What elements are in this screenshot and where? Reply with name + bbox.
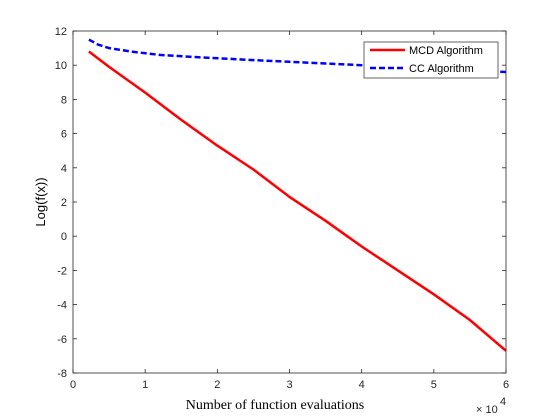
y-tick-label: -8 [57, 368, 67, 380]
x-axis-label: Number of function evaluations [186, 398, 364, 413]
legend-label-cc: CC Algorithm [409, 63, 474, 75]
legend-label-mcd: MCD Algorithm [409, 45, 483, 57]
y-tick-label: 10 [55, 60, 67, 72]
y-tick-label: 0 [61, 231, 67, 243]
legend: MCD Algorithm CC Algorithm [363, 41, 499, 79]
x-tick-label: 0 [70, 379, 76, 391]
x-tick-label: 4 [359, 379, 365, 391]
x-tick-label: 2 [214, 379, 220, 391]
x-multiplier-exponent: 4 [500, 396, 506, 408]
x-tick-label: 5 [431, 379, 437, 391]
y-axis-label: Log(f(x)) [33, 177, 48, 226]
legend-box [363, 41, 499, 79]
y-tick-label: 4 [61, 163, 67, 175]
y-tick-label: 8 [61, 94, 67, 106]
y-tick-label: -4 [57, 300, 67, 312]
x-tick-label: 1 [142, 379, 148, 391]
y-tick-label: -2 [57, 265, 67, 277]
y-tick-label: 2 [61, 197, 67, 209]
x-tick-label: 6 [503, 379, 509, 391]
y-tick-label: 12 [55, 26, 67, 38]
y-tick-label: -6 [57, 334, 67, 346]
series-line-0 [88, 50, 507, 352]
y-tick-label: 6 [61, 129, 67, 141]
plot-area [73, 31, 506, 373]
series-line-1 [88, 38, 507, 74]
x-multiplier-base: × 10 [476, 404, 498, 416]
x-tick-label: 3 [286, 379, 292, 391]
series-layer [88, 38, 507, 352]
x-axis-multiplier: × 10 4 [476, 396, 506, 416]
